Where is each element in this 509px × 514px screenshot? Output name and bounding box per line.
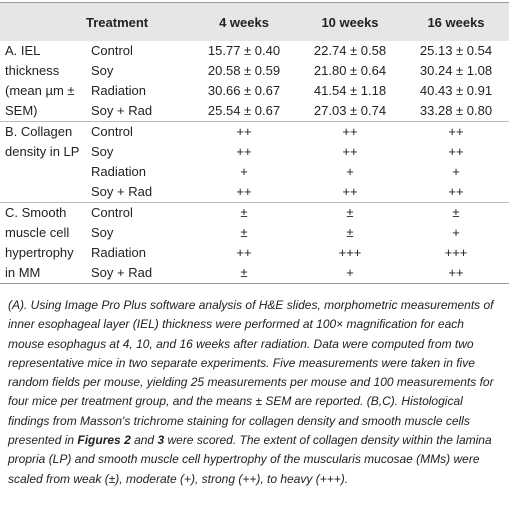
value-cell: + <box>240 164 248 179</box>
group-label: C. Smooth muscle cell hypertrophy in MM <box>0 202 85 284</box>
value-cell: + <box>452 225 460 240</box>
value-cell: ± <box>297 202 403 223</box>
value-cell: ++ <box>236 245 252 260</box>
header-cell: Treatment <box>85 2 191 41</box>
value-cell: 25.13 ± 0.54 <box>419 43 493 58</box>
table-body: A. IEL thickness (mean µm ± SEM) Control 1… <box>0 41 509 284</box>
treatment-cell: Soy <box>91 63 114 78</box>
treatment-cell: Control <box>85 202 191 223</box>
value-cell: + <box>452 164 460 179</box>
header-cell: 10 weeks <box>297 2 403 41</box>
value-cell: 30.24 ± 1.08 <box>419 63 493 78</box>
treatment-cell: Radiation <box>91 83 146 98</box>
value-cell: 30.66 ± 0.67 <box>207 83 281 98</box>
footnote-text: Figures 2 <box>77 433 131 448</box>
value-cell: ± <box>240 225 248 240</box>
header-row: Treatment 4 weeks 10 weeks 16 weeks <box>0 2 509 41</box>
footnote-text: (A). Using Image Pro Plus software analy… <box>8 298 494 448</box>
table-row: Radiation ++ +++ +++ <box>0 243 509 263</box>
header-cell: 4 weeks <box>191 2 297 41</box>
table-row: Soy 20.58 ± 0.59 21.80 ± 0.64 30.24 ± 1.08 <box>0 61 509 81</box>
value-cell: ++ <box>448 265 464 280</box>
value-cell: ± <box>346 225 354 240</box>
header-cell: 16 weeks <box>403 2 509 41</box>
value-cell: ++ <box>342 144 358 159</box>
value-cell: 27.03 ± 0.74 <box>313 103 387 118</box>
table-row: Soy + Rad ± + ++ <box>0 263 509 284</box>
table-row: C. Smooth muscle cell hypertrophy in MM C… <box>0 202 509 284</box>
table-row: Soy + Rad 25.54 ± 0.67 27.03 ± 0.74 33.28 ±… <box>0 101 509 122</box>
value-cell: ± <box>191 202 297 223</box>
table-row: Soy ++ ++ ++ <box>0 142 509 162</box>
value-cell: +++ <box>338 245 362 260</box>
footnote-text: 3 <box>157 433 165 448</box>
table-row: Soy + Rad ++ ++ ++ <box>0 182 509 203</box>
value-cell: ++ <box>236 184 252 199</box>
table-row: B. Collagen density in LP Control ++ ++ ++ <box>0 121 509 203</box>
value-cell: + <box>346 164 354 179</box>
value-cell: ++ <box>191 121 297 142</box>
footnote-text: were scored. The extent of collagen dens… <box>8 433 492 486</box>
group-label: B. Collagen density in LP <box>0 121 85 203</box>
treatment-cell: Soy <box>91 144 114 159</box>
treatment-cell: Radiation <box>91 164 146 179</box>
value-cell: ± <box>240 265 248 280</box>
value-cell: 22.74 ± 0.58 <box>313 43 387 58</box>
value-cell: 21.80 ± 0.64 <box>313 63 387 78</box>
treatment-cell: Soy + Rad <box>91 265 153 280</box>
treatment-cell: Control <box>85 121 191 142</box>
value-cell: 41.54 ± 1.18 <box>313 83 387 98</box>
treatment-cell: Soy + Rad <box>91 103 153 118</box>
treatment-cell: Soy + Rad <box>91 184 153 199</box>
value-cell: + <box>346 265 354 280</box>
value-cell: 33.28 ± 0.80 <box>419 103 493 118</box>
value-cell: ++ <box>448 144 464 159</box>
footnote: (A). Using Image Pro Plus software analy… <box>8 296 501 489</box>
group-label: A. IEL thickness (mean µm ± SEM) <box>5 43 75 118</box>
value-cell: ++ <box>236 144 252 159</box>
table-row: Radiation + + + <box>0 162 509 182</box>
value-cell: ++ <box>448 184 464 199</box>
table-row: A. IEL thickness (mean µm ± SEM) Control 1… <box>0 41 509 118</box>
header-cell <box>0 2 85 41</box>
value-cell: 40.43 ± 0.91 <box>419 83 493 98</box>
table-row: Radiation 30.66 ± 0.67 41.54 ± 1.18 40.43 ±… <box>0 81 509 101</box>
value-cell: ± <box>403 202 509 223</box>
value-cell: ++ <box>297 121 403 142</box>
value-cell: 15.77 ± 0.40 <box>207 43 281 58</box>
value-cell: 25.54 ± 0.67 <box>207 103 281 118</box>
footnote-text: and <box>130 433 158 448</box>
treatment-cell: Radiation <box>91 245 146 260</box>
value-cell: ++ <box>342 184 358 199</box>
value-cell: +++ <box>444 245 468 260</box>
value-cell: 20.58 ± 0.59 <box>207 63 281 78</box>
treatment-cell: Control <box>91 43 133 58</box>
value-cell: ++ <box>403 121 509 142</box>
table-row: Soy ± ± + <box>0 223 509 243</box>
treatment-cell: Soy <box>91 225 114 240</box>
data-table: Treatment 4 weeks 10 weeks 16 weeks A. IEL … <box>0 2 509 284</box>
